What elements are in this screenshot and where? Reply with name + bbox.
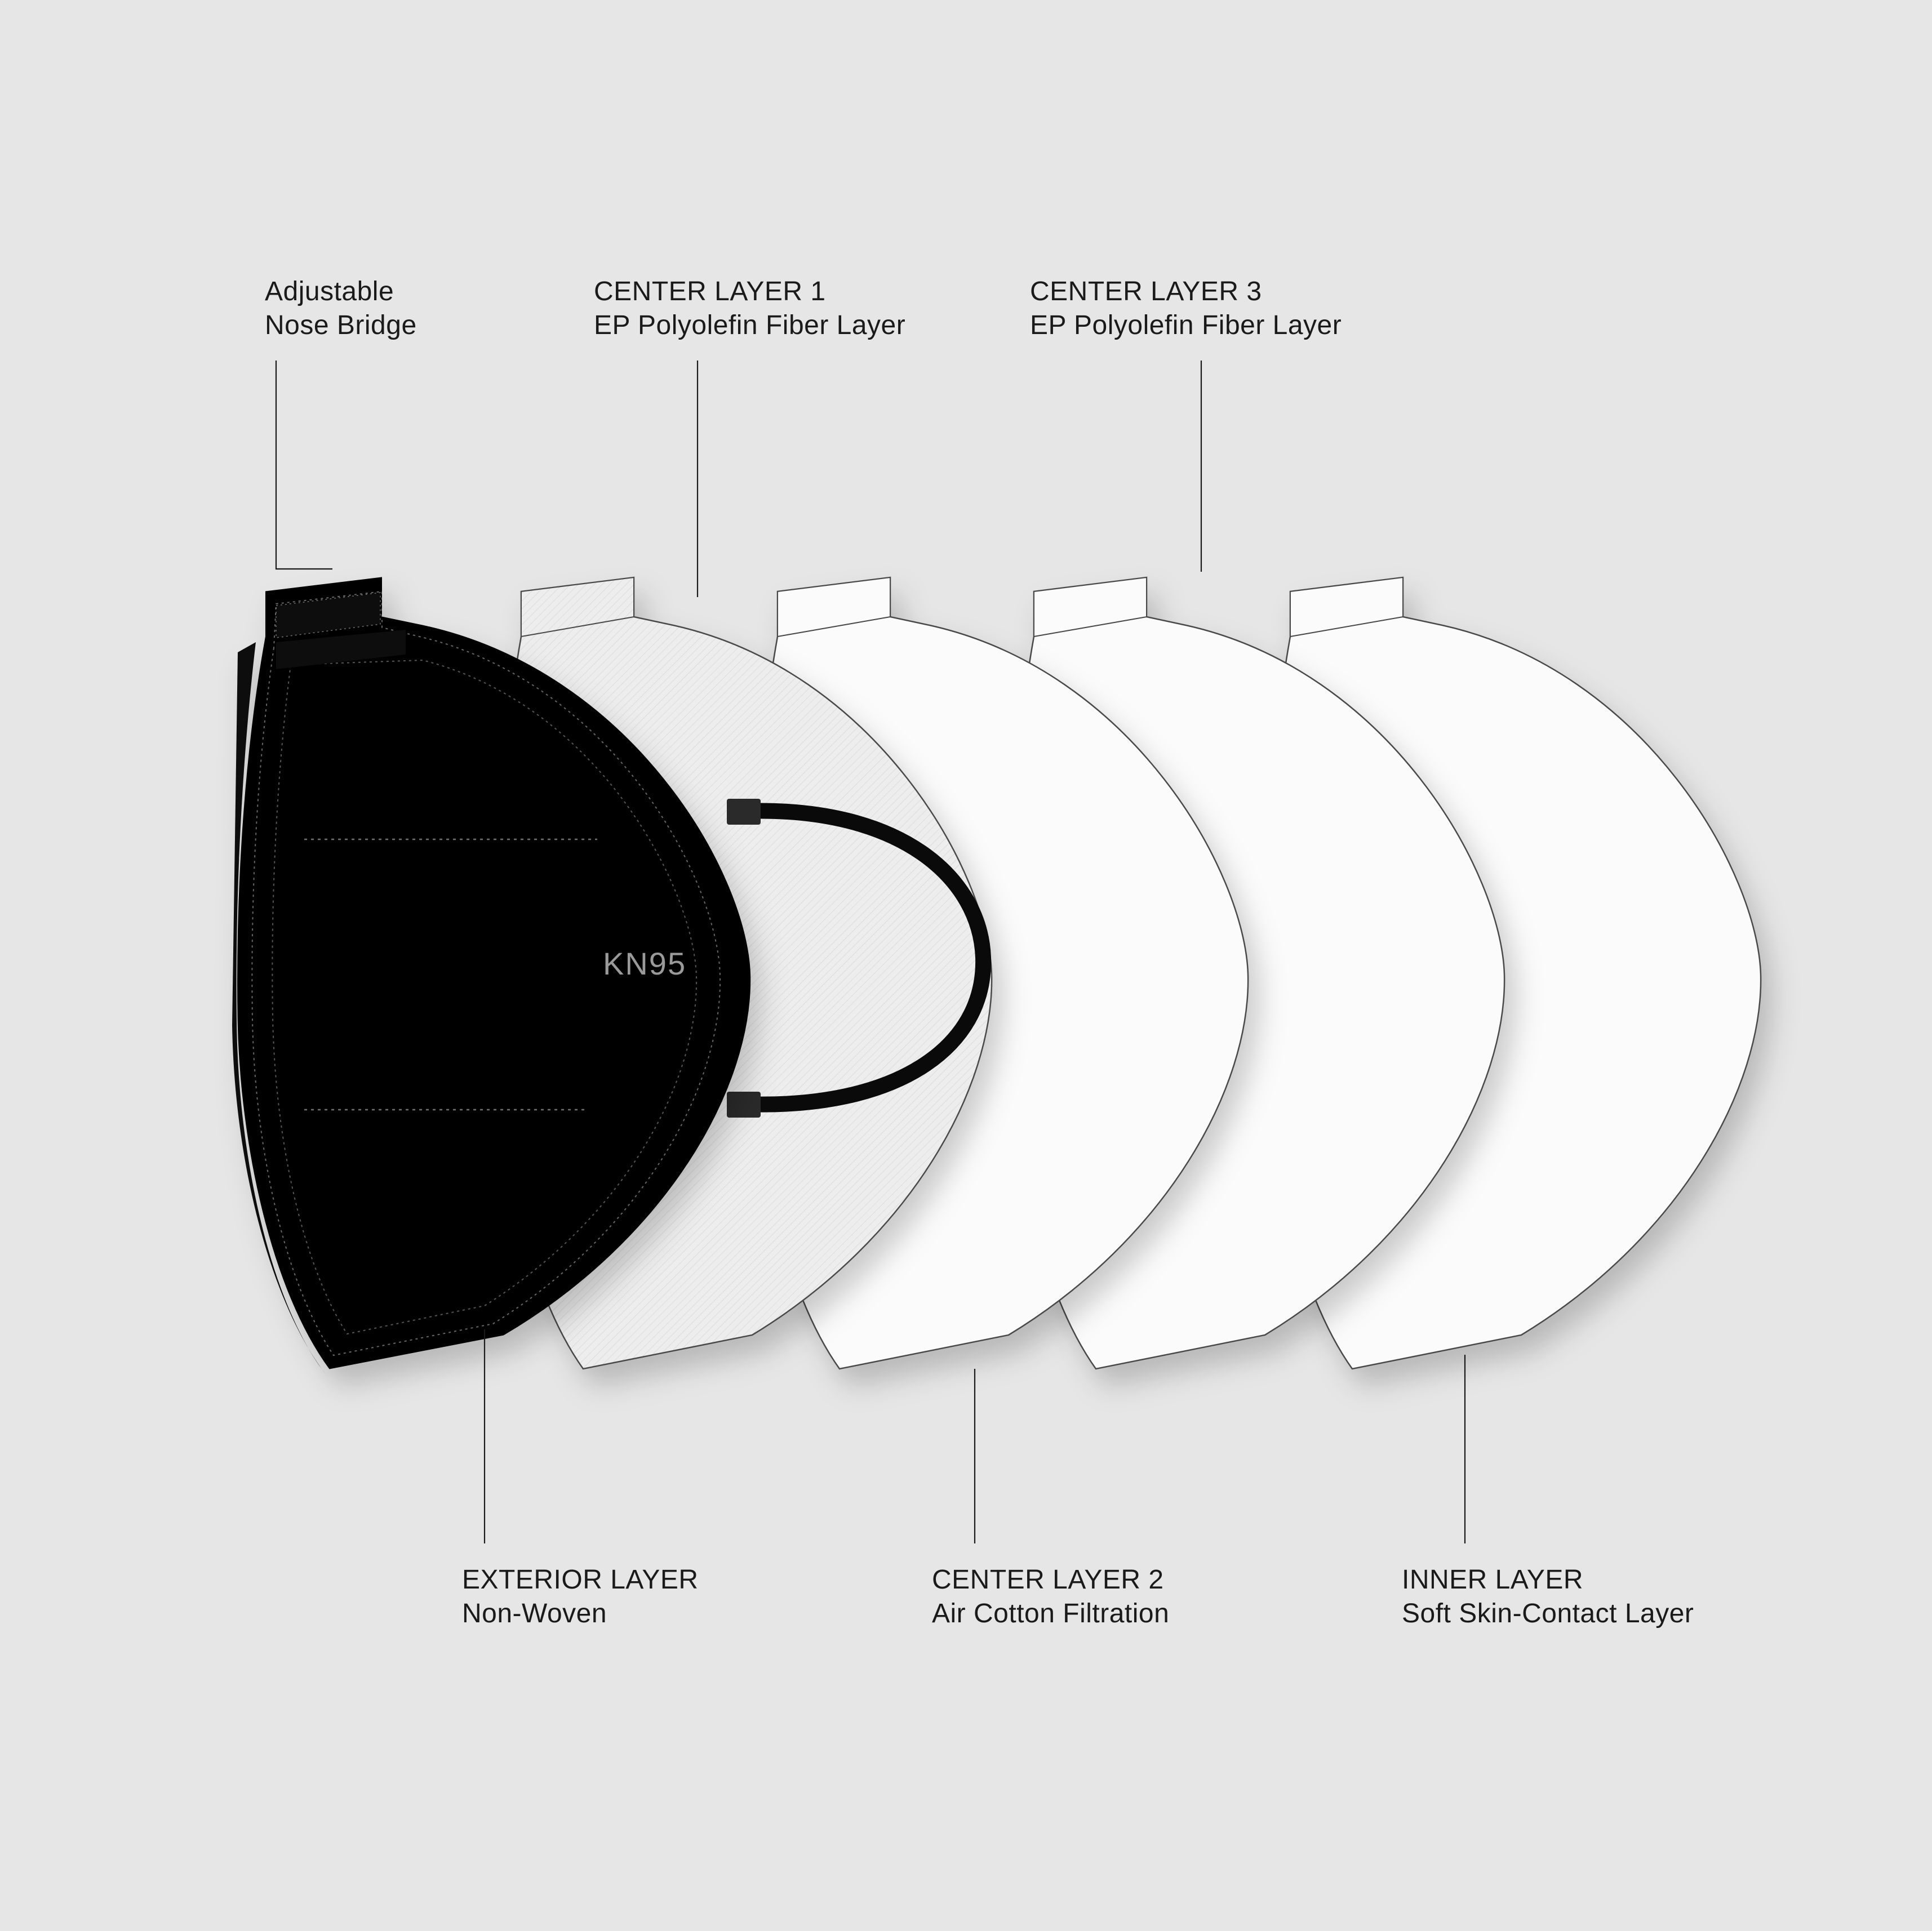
- label-exterior: EXTERIOR LAYER Non-Woven: [462, 1563, 699, 1631]
- diagram-stage: KN95 Adjustable Nose Bridge CENTER LAYER…: [0, 0, 1932, 1931]
- label-center1: CENTER LAYER 1 EP Polyolefin Fiber Layer: [594, 275, 905, 342]
- kn95-label: KN95: [603, 946, 686, 981]
- label-inner: INNER LAYER Soft Skin-Contact Layer: [1402, 1563, 1694, 1631]
- label-center2: CENTER LAYER 2 Air Cotton Filtration: [932, 1563, 1169, 1631]
- label-nose: Adjustable Nose Bridge: [265, 275, 417, 342]
- label-center3: CENTER LAYER 3 EP Polyolefin Fiber Layer: [1030, 275, 1342, 342]
